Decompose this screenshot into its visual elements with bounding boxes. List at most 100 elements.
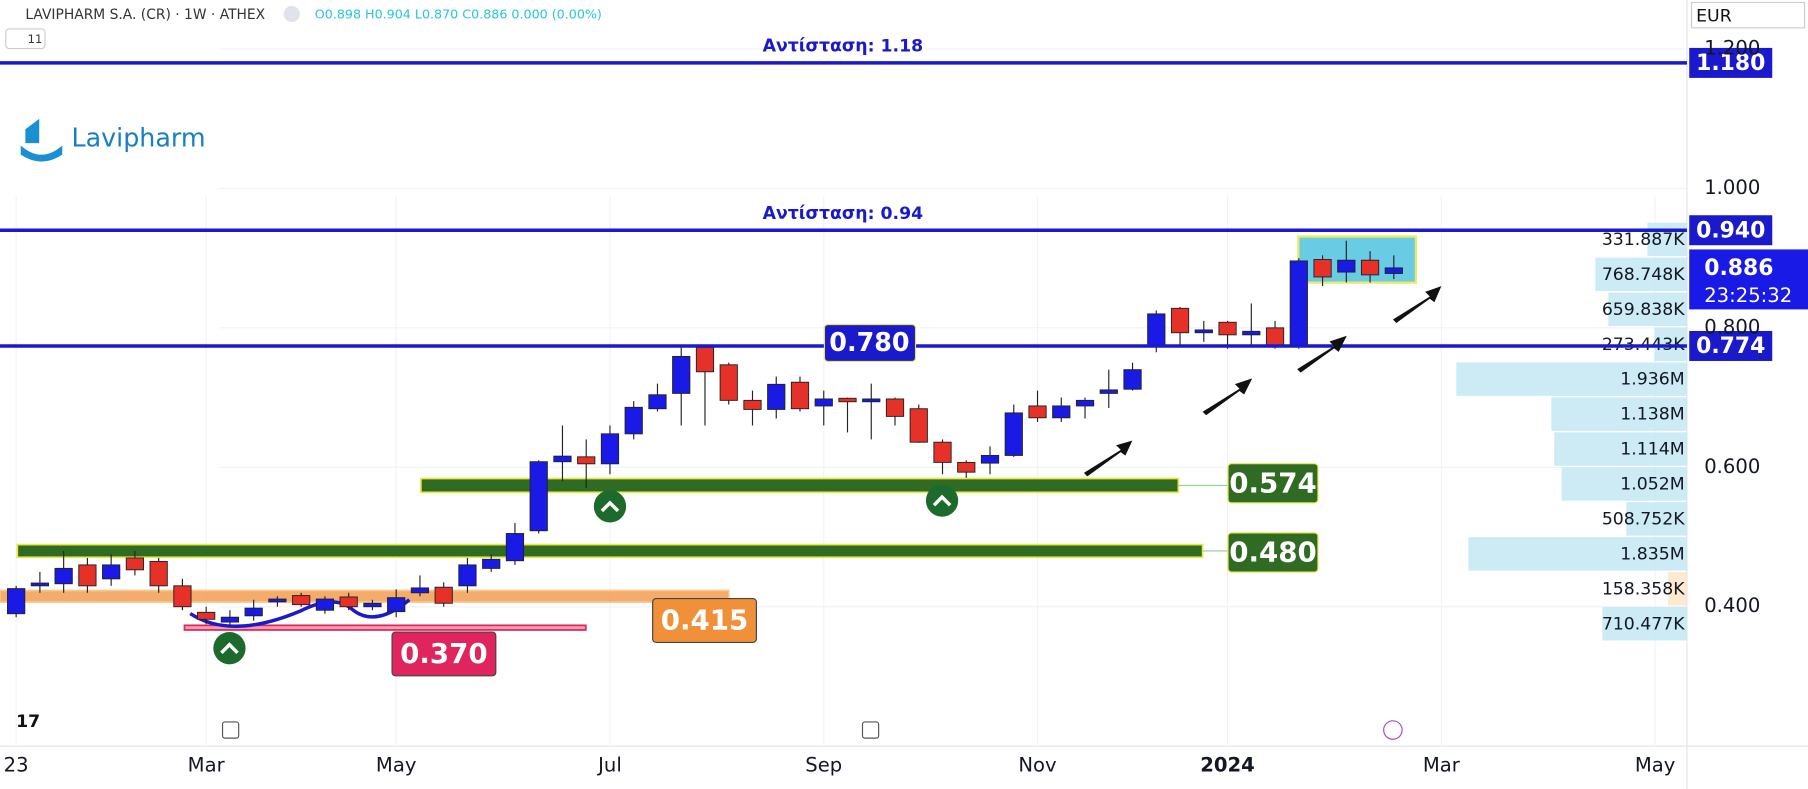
line-marker-box	[823, 323, 917, 362]
zone-label: 0.574	[1229, 466, 1316, 499]
y-tick-label: 0.800	[1704, 315, 1760, 338]
volume-label: 1.138M	[1620, 405, 1684, 425]
axes: 0.400 0.600 0.800 1.000 1.200 23 Mar May Jul Sep N…	[4, 36, 1761, 776]
volume-bar	[1668, 572, 1687, 606]
tv-logo: 17	[16, 712, 40, 732]
zone-label-box	[1227, 463, 1319, 504]
candle-body	[1147, 313, 1166, 347]
volume-bar	[1602, 607, 1687, 641]
x-tick-label: May	[1635, 753, 1676, 776]
candle-body	[577, 456, 596, 465]
candle-body	[7, 588, 26, 615]
ohlc: O0.898 H0.904 L0.870 C0.886 0.000 (0.00%…	[315, 7, 602, 22]
y-tick-label: 1.000	[1704, 176, 1760, 199]
candle-body	[1242, 330, 1261, 336]
candle-body	[363, 602, 382, 608]
candle-body	[1337, 259, 1356, 273]
zone-label: 0.370	[400, 637, 487, 670]
candle-body	[78, 564, 97, 587]
candle-body	[1313, 259, 1332, 278]
candle-body	[125, 557, 145, 571]
zone-label-box	[652, 598, 757, 643]
last-price: 0.886	[1704, 256, 1773, 281]
price-label: 1.180	[1696, 51, 1765, 76]
y-tick-label: 1.200	[1704, 36, 1760, 59]
arrow	[1392, 286, 1442, 324]
candles	[7, 240, 1403, 627]
candle-body	[1004, 412, 1023, 456]
candle-body	[648, 394, 667, 410]
x-tick-label: Nov	[1018, 753, 1057, 776]
x-tick-label: Jul	[596, 753, 622, 776]
candle-body	[197, 611, 216, 620]
volume-bar	[1561, 467, 1687, 501]
candle-body	[1384, 267, 1403, 274]
candle-body	[315, 598, 335, 611]
chevron	[213, 632, 246, 665]
candle-body	[1075, 399, 1095, 407]
chevron	[925, 484, 959, 517]
candle-body	[624, 406, 643, 435]
zone-label: 0.480	[1229, 536, 1316, 569]
logo-text: Lavipharm	[71, 123, 205, 153]
volume-label: 1.114M	[1620, 440, 1684, 460]
candle-body	[1194, 329, 1213, 334]
volume-label: 659.838K	[1602, 300, 1685, 320]
resistance-title: Αντίσταση: 0.94	[763, 204, 924, 224]
candle-body	[149, 560, 168, 587]
volume-label: 158.358K	[1602, 579, 1685, 599]
zone	[0, 589, 730, 603]
zone	[16, 543, 1204, 559]
volume-label: 331.887K	[1602, 230, 1685, 250]
volume-label: 508.752K	[1602, 509, 1685, 529]
candle-body	[933, 441, 952, 463]
x-tick-label: 2024	[1200, 753, 1255, 776]
volume-bar	[1654, 327, 1687, 361]
volume-label: 768.748K	[1602, 265, 1685, 285]
price-label: 0.940	[1696, 218, 1765, 243]
price-label-box	[1689, 47, 1773, 78]
candle-body	[1265, 327, 1285, 346]
x-tick-label: Mar	[1423, 753, 1461, 776]
volume-label: 710.477K	[1602, 614, 1685, 634]
chevrons	[213, 484, 959, 665]
volume-bar	[1554, 432, 1687, 466]
volume-bar	[1468, 537, 1687, 571]
last-price-box	[1689, 249, 1808, 310]
line-marker-label: 0.780	[829, 327, 909, 357]
price-label: 0.774	[1696, 334, 1765, 359]
currency-box[interactable]	[1690, 1, 1806, 29]
candle-body	[102, 564, 121, 580]
volume-bar	[1647, 222, 1687, 257]
candle-body	[553, 455, 572, 463]
currency: EUR	[1696, 6, 1732, 26]
candle-body	[838, 397, 857, 403]
candle-body	[672, 355, 691, 394]
levels: Αντίσταση: 1.18 1.180 Αντίσταση: 0.94 0.940…	[0, 37, 1808, 362]
candle-body	[292, 595, 311, 606]
candle-body	[458, 564, 477, 587]
x-tick-label: Mar	[188, 753, 226, 776]
volume-bar	[1608, 292, 1687, 327]
x-tick-label: May	[376, 753, 417, 776]
candle-body	[54, 567, 73, 585]
candle-body	[980, 454, 1000, 464]
candle-body	[862, 398, 881, 403]
candle-body	[719, 364, 738, 401]
candle-body	[695, 346, 715, 373]
arrows	[1083, 286, 1442, 477]
candle-body	[173, 585, 192, 608]
candle-body	[1099, 389, 1118, 394]
candle-body	[529, 461, 548, 532]
candle-body	[1170, 307, 1190, 334]
toggle[interactable]	[283, 5, 300, 23]
y-tick-label: 0.400	[1704, 594, 1760, 617]
indicator-count: 11	[28, 32, 43, 46]
volume-label: 1.835M	[1620, 544, 1684, 564]
indicator-toggle[interactable]	[5, 28, 46, 50]
candle-body	[220, 616, 240, 623]
candle-body	[767, 383, 786, 410]
volume-bar	[1456, 362, 1687, 396]
candle-body	[1028, 405, 1047, 419]
